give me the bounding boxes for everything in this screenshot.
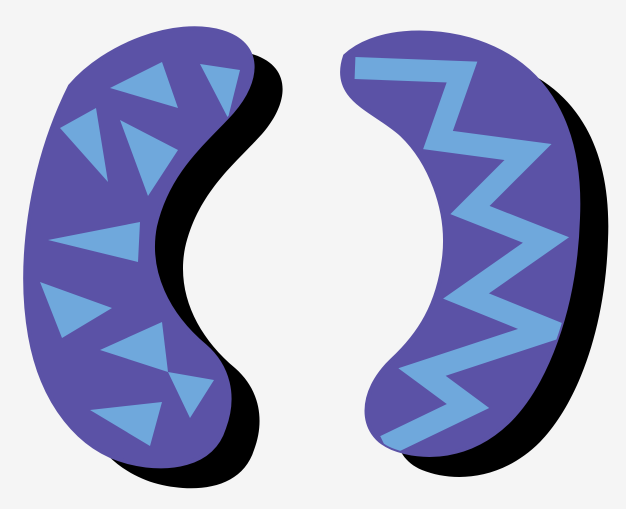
left-pattern-triangle: [48, 222, 140, 262]
left-pattern-triangle: [200, 64, 240, 118]
left-pattern-triangle: [120, 120, 178, 196]
right-kidney-icon: [340, 30, 609, 477]
left-pattern-triangle: [60, 108, 108, 182]
left-pattern-triangle: [110, 62, 178, 108]
right-kidney-pattern: [354, 57, 579, 455]
left-kidney-pattern: [40, 62, 240, 446]
left-kidney-icon: [23, 26, 283, 489]
left-pattern-triangle: [100, 322, 168, 372]
left-pattern-triangle: [40, 282, 112, 338]
left-pattern-triangle: [168, 372, 214, 418]
left-pattern-triangle: [90, 402, 162, 446]
right-pattern-zigzag: [354, 57, 579, 455]
